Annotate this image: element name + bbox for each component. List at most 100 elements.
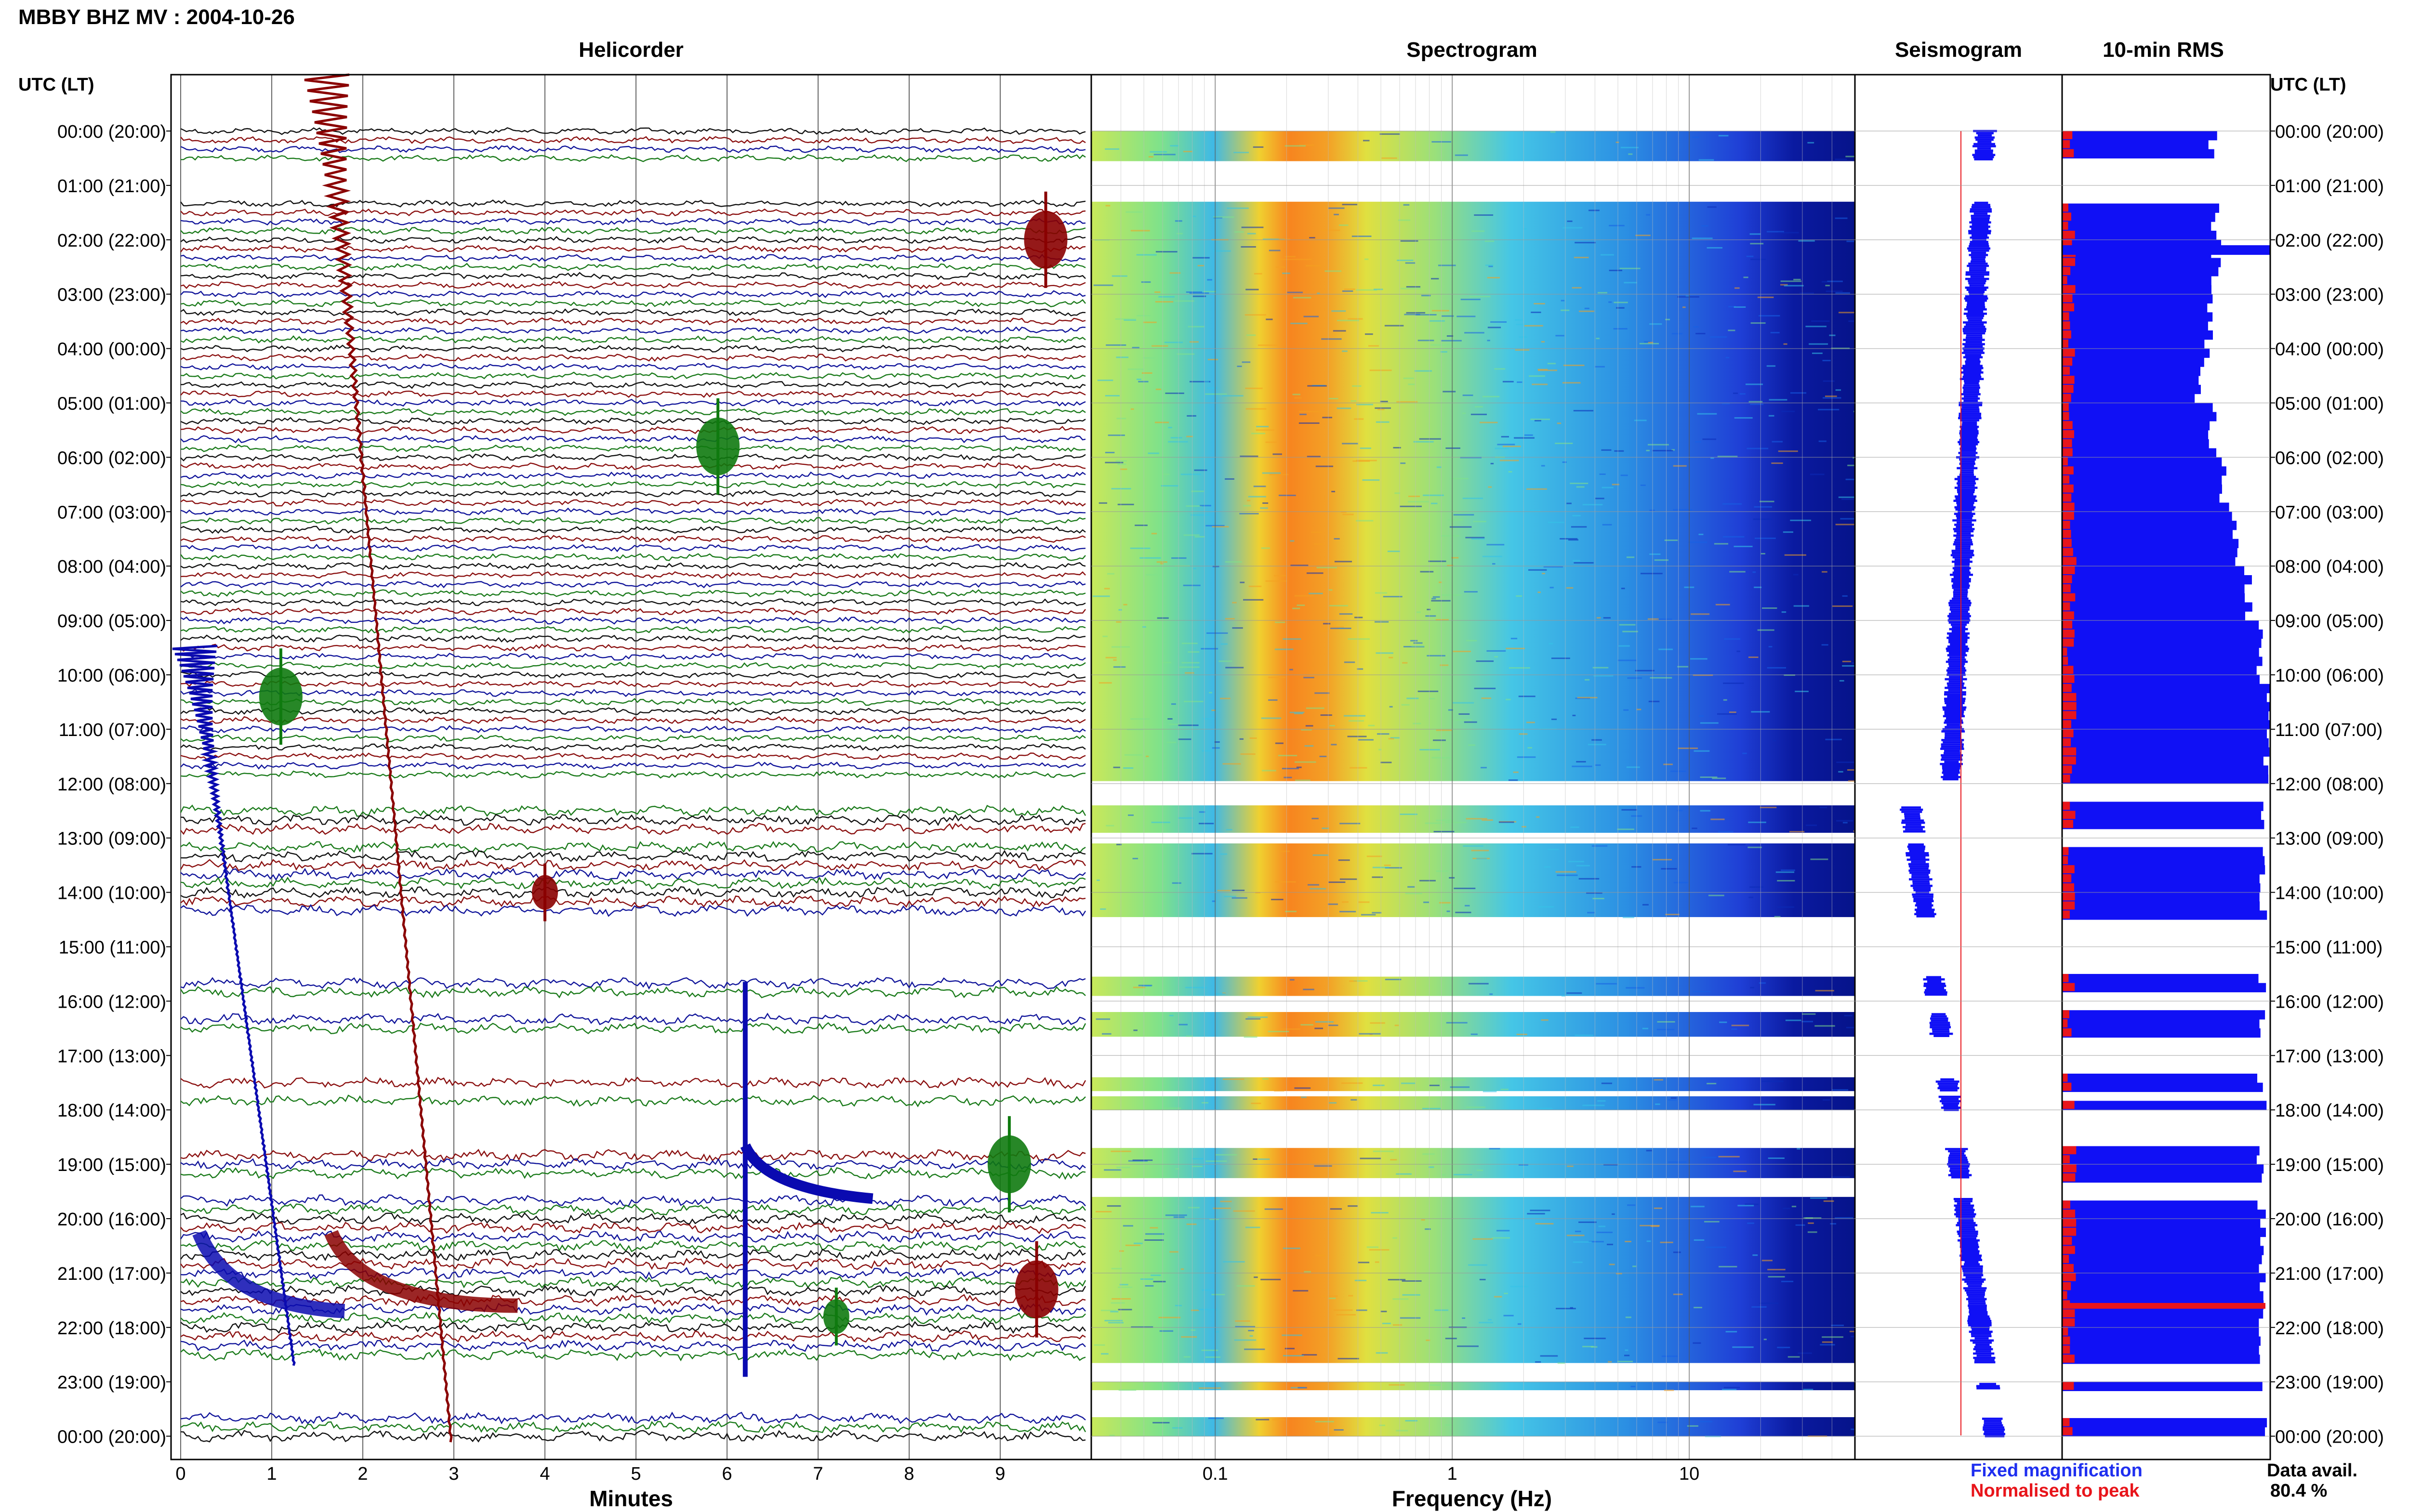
- spectrogram-speckle: [1708, 894, 1724, 896]
- rms-bar: [2062, 1219, 2261, 1228]
- spectrogram-speckle: [1800, 292, 1814, 294]
- spectrogram-speckle: [1470, 1033, 1478, 1035]
- rms-bar: [2062, 222, 2211, 231]
- spectrogram-speckle: [1474, 214, 1494, 216]
- helicorder-trace: [180, 661, 1086, 670]
- spectrogram-speckle: [1566, 502, 1572, 504]
- spectrogram-speckle: [1104, 1320, 1123, 1322]
- spectrogram-speckle: [1443, 904, 1456, 906]
- spectrogram-band: [1091, 1243, 1855, 1246]
- spectrogram-speckle: [1677, 296, 1699, 298]
- spectrogram-speckle: [1718, 135, 1729, 137]
- spectrogram-speckle: [1118, 609, 1122, 611]
- spectrogram-band: [1091, 808, 1855, 811]
- spectrogram-band: [1091, 1297, 1855, 1301]
- spectrogram-speckle: [1624, 1354, 1630, 1356]
- spectrogram-band: [1091, 1425, 1855, 1429]
- spectrogram-speckle: [1105, 461, 1124, 463]
- helicorder-trace: [180, 1077, 1086, 1089]
- spectrogram-speckle: [1125, 1244, 1141, 1246]
- spectrogram-band: [1091, 362, 1855, 365]
- time-tick-left: 16:00 (12:00): [57, 992, 166, 1012]
- spectrogram-band: [1091, 460, 1855, 463]
- spectrogram-speckle: [1350, 767, 1367, 769]
- rms-peak-bar: [2062, 1236, 2072, 1245]
- rms-bar: [2062, 521, 2237, 530]
- spectrogram-speckle: [1299, 413, 1307, 415]
- rms-peak-bar: [2062, 421, 2073, 429]
- spectrogram-band: [1091, 539, 1855, 542]
- time-tick-left: 03:00 (23:00): [57, 285, 166, 305]
- spectrogram-band: [1091, 512, 1855, 515]
- spectrogram-speckle: [1616, 307, 1625, 309]
- spectrogram-speckle: [1189, 381, 1211, 382]
- spectrogram-band: [1091, 204, 1855, 208]
- spectrogram-band: [1091, 1325, 1855, 1328]
- spectrogram-speckle: [1244, 314, 1266, 316]
- spectrogram-speckle: [1588, 1241, 1604, 1243]
- helicorder-trace: [180, 480, 1086, 489]
- spectrogram-speckle: [1264, 1208, 1283, 1210]
- spectrogram-speckle: [1181, 1336, 1197, 1338]
- helicorder-trace: [180, 634, 1086, 643]
- rms-bar: [2062, 584, 2245, 594]
- spectrogram-speckle: [1441, 1174, 1446, 1176]
- spectrogram-speckle: [1486, 650, 1506, 652]
- spectrogram-speckle: [1245, 289, 1259, 290]
- spectrogram-speckle: [1106, 344, 1126, 346]
- helicorder-trace: [180, 1249, 1086, 1262]
- spectrogram-band: [1091, 286, 1855, 289]
- rms-peak-bar: [2062, 865, 2075, 873]
- spectrogram-speckle: [1526, 722, 1535, 723]
- spectrogram-speckle: [1522, 826, 1526, 828]
- spectrogram-speckle: [1671, 333, 1683, 335]
- spectrogram-band: [1091, 552, 1855, 556]
- spectrogram-speckle: [1341, 511, 1347, 513]
- helicorder-trace: [180, 489, 1086, 498]
- spectrogram-band: [1091, 1213, 1855, 1216]
- spectrogram-band: [1091, 778, 1855, 781]
- rms-bar: [2062, 1427, 2265, 1437]
- spectrogram-band: [1091, 1387, 1855, 1391]
- spectrogram-band: [1091, 441, 1855, 444]
- helicorder-trace: [180, 562, 1086, 570]
- spectrogram-speckle: [1636, 709, 1641, 710]
- spectrogram-speckle: [1214, 741, 1220, 743]
- spectrogram-speckle: [1612, 1213, 1615, 1215]
- spectrogram-speckle: [1352, 385, 1362, 387]
- spectrogram-speckle: [1381, 157, 1397, 159]
- rms-bar: [2062, 1381, 2263, 1392]
- helicorder-trace: [180, 1212, 1086, 1225]
- rms-bar: [2062, 1210, 2266, 1219]
- spectrogram-speckle: [1295, 761, 1316, 763]
- rms-peak-bar: [2062, 675, 2075, 683]
- spectrogram-band: [1091, 775, 1855, 779]
- spectrogram-speckle: [1576, 865, 1590, 867]
- spectrogram-speckle: [1819, 806, 1827, 808]
- spectrogram-band: [1091, 403, 1855, 406]
- spectrogram-band: [1091, 1034, 1855, 1037]
- spectrogram-speckle: [1097, 879, 1100, 881]
- spectrogram-speckle: [1309, 237, 1315, 239]
- spectrogram-speckle: [1603, 617, 1611, 619]
- spectrogram-speckle: [1489, 993, 1493, 995]
- spectrogram-speckle: [1784, 554, 1806, 556]
- spectrogram-speckle: [1500, 460, 1519, 461]
- spectrogram-band: [1091, 1264, 1855, 1268]
- spectrogram-band: [1091, 759, 1855, 763]
- spectrogram-speckle: [1447, 1013, 1452, 1015]
- spectrogram-speckle: [1436, 466, 1442, 468]
- spectrogram-speckle: [1516, 324, 1529, 326]
- rms-peak-bar: [2062, 702, 2077, 710]
- rms-bar: [2062, 602, 2252, 612]
- spectrogram-speckle: [1428, 1166, 1434, 1168]
- spectrogram-band: [1091, 517, 1855, 520]
- time-tick-right: 11:00 (07:00): [2275, 720, 2383, 740]
- spectrogram-band: [1091, 1431, 1855, 1434]
- spectrogram-speckle: [1627, 1204, 1636, 1206]
- spectrogram-speckle: [1647, 444, 1669, 446]
- spectrogram-speckle: [1354, 617, 1363, 618]
- time-tick-right: 10:00 (06:00): [2275, 666, 2384, 686]
- spectrogram-speckle: [1115, 318, 1137, 320]
- spectrogram-speckle: [1810, 473, 1825, 475]
